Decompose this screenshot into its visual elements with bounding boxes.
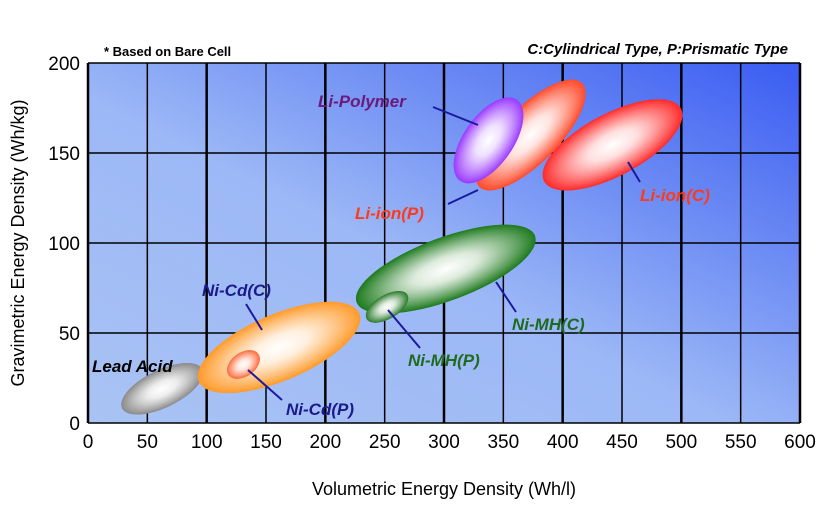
region-label: Li-ion(P) bbox=[355, 204, 424, 223]
x-tick-label: 450 bbox=[606, 432, 638, 453]
x-tick-label: 400 bbox=[547, 432, 579, 453]
y-axis-label: Gravimetric Energy Density (Wh/kg) bbox=[8, 99, 28, 386]
region-label: Ni-Cd(P) bbox=[286, 400, 354, 419]
region-highlight bbox=[453, 97, 524, 184]
region-group bbox=[121, 363, 204, 415]
x-tick-label: 350 bbox=[487, 432, 519, 453]
leader-line bbox=[245, 303, 263, 331]
region-label: Ni-Cd(C) bbox=[202, 281, 271, 300]
region-label: Li-Polymer bbox=[318, 92, 407, 111]
x-tick-label: 250 bbox=[369, 432, 401, 453]
y-ticks: 0 50 100 150 200 bbox=[48, 54, 80, 435]
region-group bbox=[227, 350, 260, 379]
region-highlight bbox=[365, 291, 409, 323]
region-group bbox=[453, 97, 524, 184]
region-label: Ni-MH(P) bbox=[408, 351, 480, 370]
y-tick-label: 100 bbox=[48, 234, 80, 255]
region-label: Lead Acid bbox=[92, 357, 173, 376]
leader-lines bbox=[245, 106, 641, 401]
leader-line bbox=[447, 189, 479, 205]
leader-line bbox=[247, 369, 283, 401]
x-tick-label: 300 bbox=[428, 432, 460, 453]
legend-text: C:Cylindrical Type, P:Prismatic Type bbox=[527, 41, 788, 58]
region-label: Li-ion(C) bbox=[640, 186, 710, 205]
x-axis-label: Volumetric Energy Density (Wh/l) bbox=[312, 479, 576, 499]
y-tick-label: 0 bbox=[69, 414, 80, 435]
region-group bbox=[365, 291, 409, 323]
leader-line bbox=[387, 309, 421, 349]
region-group bbox=[542, 99, 683, 191]
region-group bbox=[475, 79, 586, 191]
x-tick-label: 50 bbox=[137, 432, 158, 453]
y-tick-label: 50 bbox=[59, 324, 80, 345]
region-highlight bbox=[121, 363, 204, 415]
region-labels: Lead Acid Ni-Cd(C) Ni-Cd(P) Ni-MH(C) Ni-MH(P… bbox=[92, 92, 710, 419]
x-tick-label: 100 bbox=[191, 432, 223, 453]
leader-line bbox=[432, 106, 479, 126]
leader-line bbox=[495, 281, 517, 313]
note: * Based on Bare Cell bbox=[104, 44, 231, 59]
region-label: Ni-MH(C) bbox=[512, 315, 585, 334]
y-tick-label: 150 bbox=[48, 144, 80, 165]
x-tick-label: 150 bbox=[250, 432, 282, 453]
x-ticks: 0 50 100 150 200 250 300 350 400 450 500 550 600 bbox=[83, 432, 816, 453]
y-tick-label: 200 bbox=[48, 54, 80, 75]
x-tick-label: 0 bbox=[83, 432, 94, 453]
x-tick-label: 200 bbox=[309, 432, 341, 453]
region-highlight bbox=[475, 79, 586, 191]
x-tick-label: 550 bbox=[725, 432, 757, 453]
x-tick-label: 600 bbox=[784, 432, 816, 453]
x-tick-label: 500 bbox=[665, 432, 697, 453]
regions bbox=[121, 79, 683, 415]
leader-line bbox=[627, 161, 641, 183]
region-highlight bbox=[542, 99, 683, 191]
region-highlight bbox=[227, 350, 260, 379]
